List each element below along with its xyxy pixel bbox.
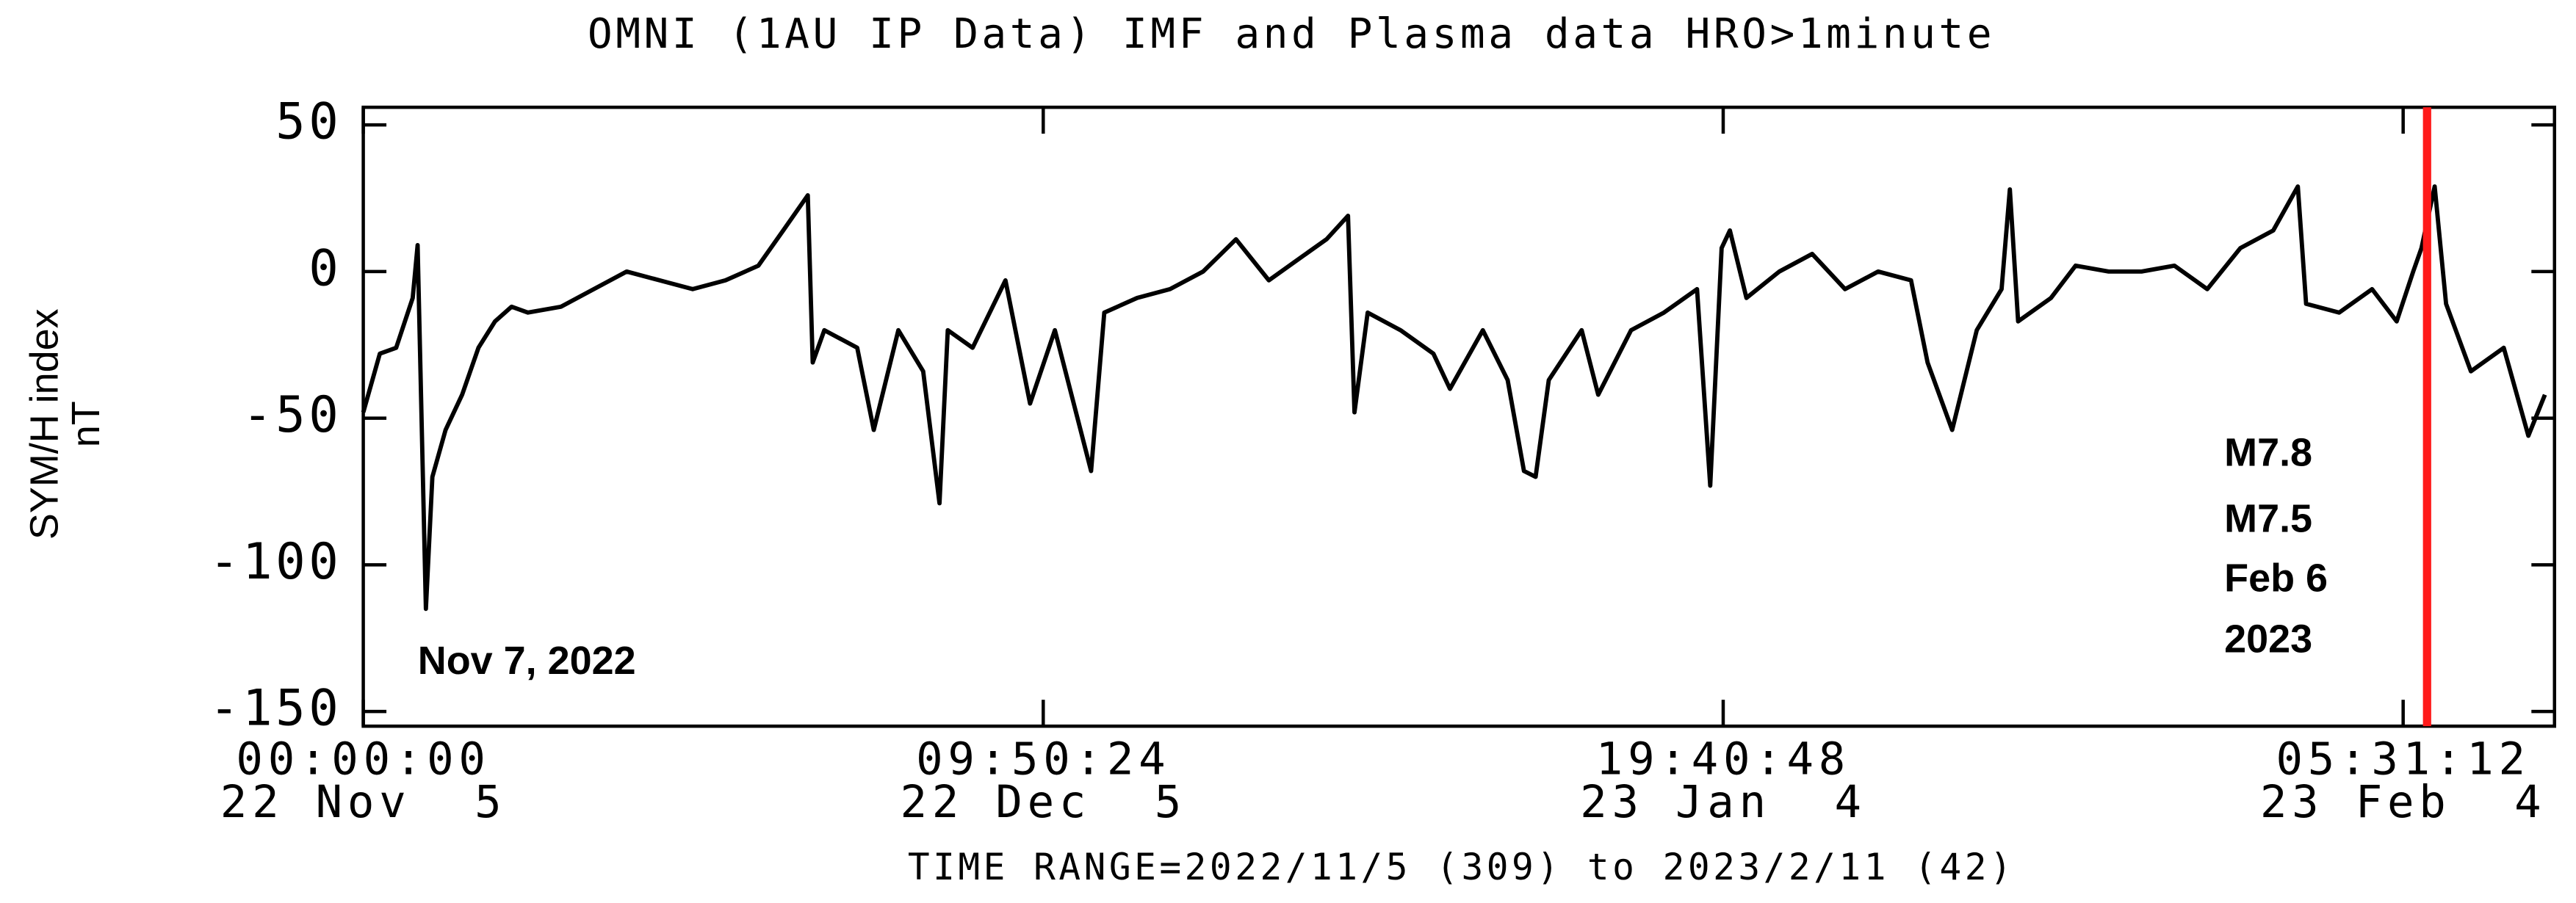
y-tick-label: 0 <box>309 239 342 297</box>
x-axis-label: TIME RANGE=2022/11/5 (309) to 2023/2/11 … <box>908 846 2015 888</box>
annotation: Nov 7, 2022 <box>418 639 636 683</box>
x-tick-label: 09:50:24 22 Dec 5 <box>900 739 1187 829</box>
x-tick-label-box: 05:31:12 23 Feb 4 <box>2259 739 2547 829</box>
y-axis-label: SYM/H index <box>23 308 67 540</box>
data-line <box>361 184 2547 612</box>
plot-frame <box>361 105 2557 728</box>
x-tick-label: 19:40:48 23 Jan 4 <box>1580 739 1866 829</box>
y-tick-label: -150 <box>209 679 342 737</box>
annotation: M7.8 <box>2224 431 2312 475</box>
chart-title: OMNI (1AU IP Data) IMF and Plasma data H… <box>588 10 1995 58</box>
x-tick-label: 00:00:00 22 Nov 5 <box>220 739 507 829</box>
y-tick-label: -50 <box>242 385 342 443</box>
annotation: 2023 <box>2224 617 2312 661</box>
x-tick-label-box: 19:40:48 23 Jan 4 <box>1580 739 1866 829</box>
y-tick-label: -100 <box>209 532 342 590</box>
y-axis-unit: nT <box>64 401 108 447</box>
x-tick-label: 05:31:12 23 Feb 4 <box>2259 739 2547 829</box>
x-tick-label-box: 09:50:24 22 Dec 5 <box>900 739 1187 829</box>
annotation: Feb 6 <box>2224 556 2328 601</box>
x-tick-label-box: 00:00:00 22 Nov 5 <box>220 739 507 829</box>
y-tick-label: 50 <box>275 93 342 150</box>
annotation: M7.5 <box>2224 497 2312 541</box>
